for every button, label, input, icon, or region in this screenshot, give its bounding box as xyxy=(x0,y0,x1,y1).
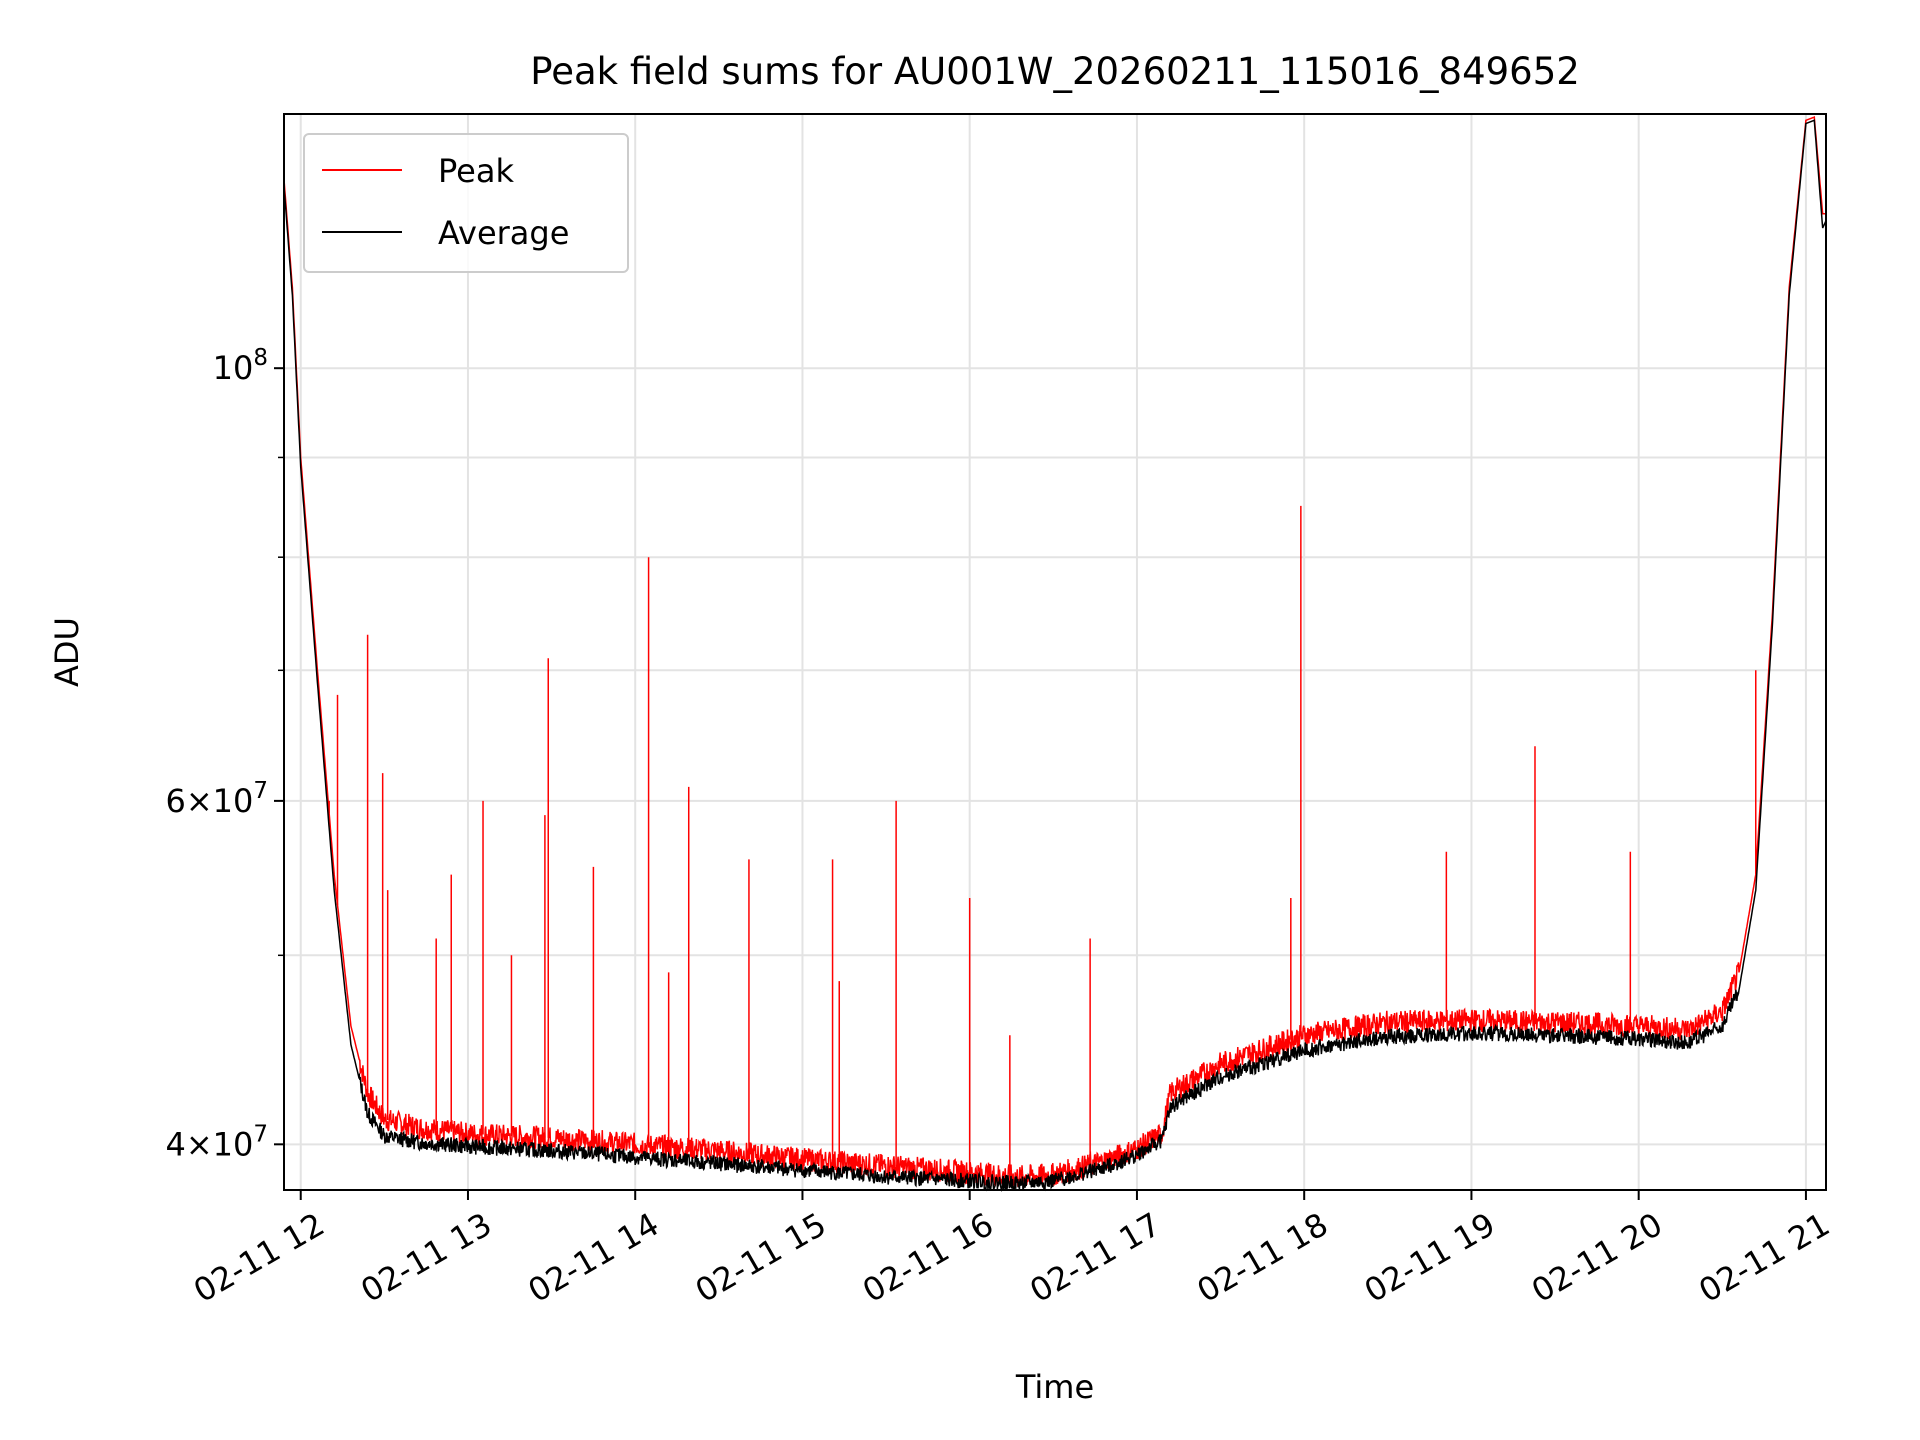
x-axis-label: Time xyxy=(1015,1368,1094,1406)
series-layer xyxy=(283,116,1827,1192)
legend-box xyxy=(303,133,629,273)
legend-label-average: Average xyxy=(438,214,569,252)
y-tick-label: 6×107 xyxy=(165,778,268,820)
legend: Peak Average xyxy=(303,133,629,273)
chart-title: Peak field sums for AU001W_20260211_1150… xyxy=(530,50,1580,93)
series-line-average xyxy=(283,119,1827,1192)
series-line-peak xyxy=(283,116,1826,1187)
grid xyxy=(284,114,1826,1190)
plot-frame xyxy=(283,113,1827,1191)
legend-label-peak: Peak xyxy=(438,152,514,190)
y-axis-label: ADU xyxy=(48,617,86,687)
y-tick-label: 4×107 xyxy=(165,1121,268,1163)
